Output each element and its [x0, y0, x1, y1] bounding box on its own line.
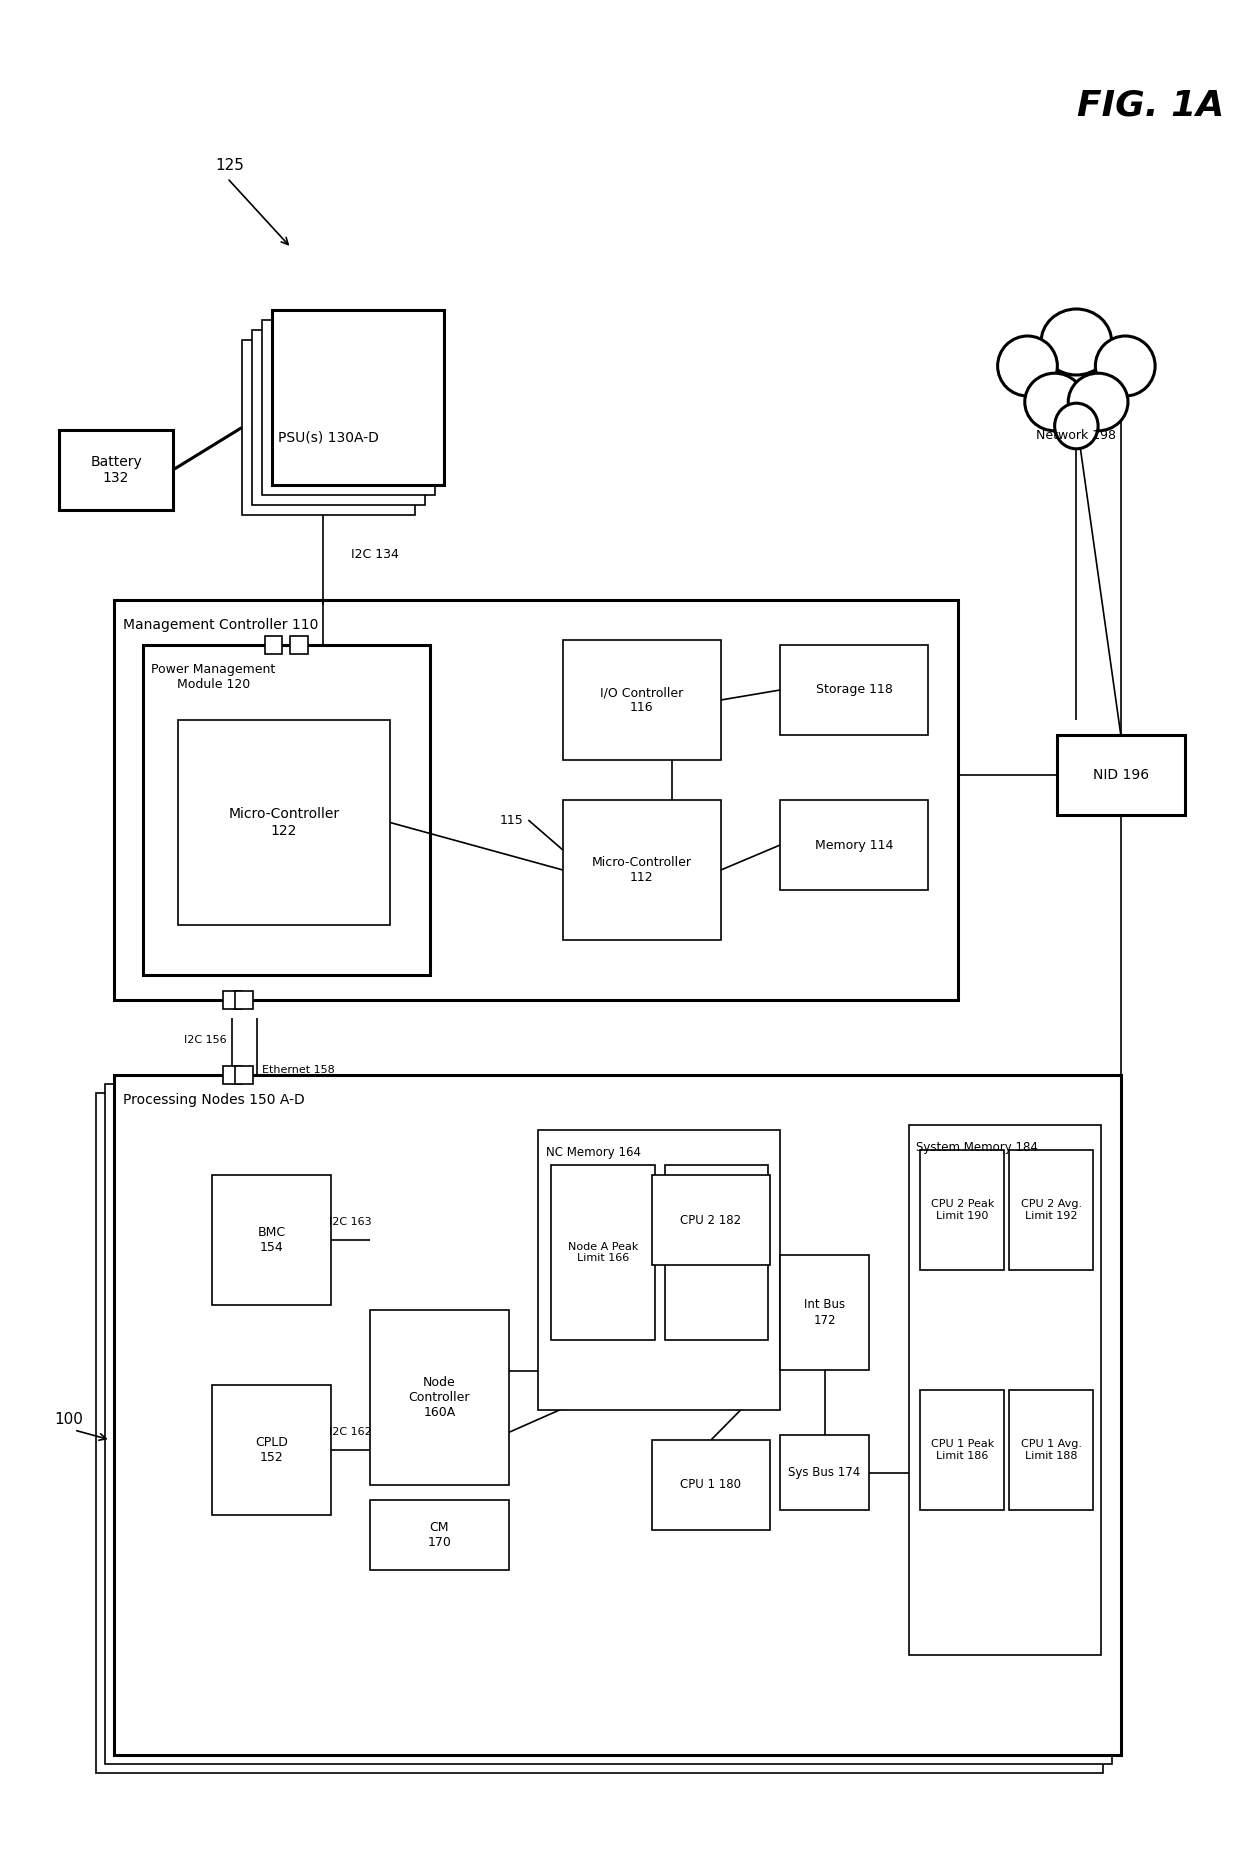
Text: FIG. 1A: FIG. 1A: [1076, 88, 1224, 122]
Bar: [114, 599, 957, 1000]
Bar: [371, 1309, 508, 1485]
Text: BMC
154: BMC 154: [258, 1227, 285, 1255]
Text: Micro-Controller
122: Micro-Controller 122: [228, 807, 340, 837]
Text: Int Bus
172: Int Bus 172: [804, 1298, 846, 1326]
Text: CPU 1 180: CPU 1 180: [681, 1478, 742, 1491]
Text: System Memory 184: System Memory 184: [916, 1141, 1038, 1154]
Bar: [780, 800, 929, 890]
Bar: [290, 637, 308, 654]
Text: Sys Bus 174: Sys Bus 174: [789, 1467, 861, 1480]
Bar: [212, 1384, 331, 1515]
Text: Processing Nodes 150 A-D: Processing Nodes 150 A-D: [124, 1094, 305, 1107]
Bar: [1009, 1390, 1094, 1510]
Bar: [114, 1075, 1121, 1755]
Text: CPU 2 Peak
Limit 190: CPU 2 Peak Limit 190: [931, 1199, 994, 1221]
Bar: [236, 1066, 253, 1084]
Text: Ethernet 158: Ethernet 158: [262, 1066, 335, 1075]
Text: Management Controller 110: Management Controller 110: [124, 618, 319, 631]
Bar: [780, 1435, 869, 1510]
Bar: [920, 1150, 1004, 1270]
Text: Micro-Controller
112: Micro-Controller 112: [591, 856, 692, 884]
Ellipse shape: [1024, 373, 1085, 431]
Bar: [60, 431, 172, 509]
Text: Node
Controller
160A: Node Controller 160A: [409, 1377, 470, 1420]
Text: CPLD
152: CPLD 152: [255, 1437, 288, 1465]
Bar: [909, 1126, 1101, 1656]
Bar: [780, 644, 929, 734]
Bar: [1009, 1150, 1094, 1270]
Bar: [212, 1174, 331, 1305]
Bar: [652, 1174, 770, 1264]
Text: I2C 162: I2C 162: [329, 1427, 372, 1437]
Bar: [780, 1255, 869, 1369]
Bar: [920, 1390, 1004, 1510]
Text: CPU 1 Avg.
Limit 188: CPU 1 Avg. Limit 188: [1021, 1438, 1081, 1461]
Text: I2C 134: I2C 134: [351, 549, 399, 562]
Ellipse shape: [1042, 309, 1112, 375]
Ellipse shape: [1068, 373, 1128, 431]
Ellipse shape: [1055, 403, 1099, 450]
Text: Memory 114: Memory 114: [815, 839, 893, 852]
Bar: [223, 991, 241, 1010]
Bar: [223, 1066, 241, 1084]
Bar: [95, 1094, 1104, 1774]
Bar: [538, 1129, 780, 1410]
Bar: [563, 641, 720, 760]
Bar: [551, 1165, 655, 1339]
Bar: [563, 800, 720, 940]
Bar: [143, 644, 429, 976]
Text: I2C 156: I2C 156: [185, 1036, 227, 1045]
Bar: [665, 1165, 769, 1339]
Text: Storage 118: Storage 118: [816, 684, 893, 697]
Text: 100: 100: [55, 1412, 83, 1427]
Text: I/O Controller
116: I/O Controller 116: [600, 686, 683, 714]
Text: 125: 125: [216, 157, 244, 172]
Bar: [177, 719, 391, 925]
Text: Network 198: Network 198: [1037, 429, 1116, 442]
Text: Power Management
Module 120: Power Management Module 120: [151, 663, 275, 691]
Bar: [264, 637, 283, 654]
Text: Battery
132: Battery 132: [91, 455, 141, 485]
Ellipse shape: [998, 335, 1058, 395]
Text: CPU 2 182: CPU 2 182: [681, 1214, 742, 1227]
Bar: [1056, 734, 1185, 815]
Bar: [236, 991, 253, 1010]
Text: CM
170: CM 170: [428, 1521, 451, 1549]
Text: NC Memory 164: NC Memory 164: [546, 1146, 641, 1159]
Text: PSU(s) 130A-D: PSU(s) 130A-D: [278, 431, 378, 444]
Text: Node A Peak
Limit 166: Node A Peak Limit 166: [568, 1242, 639, 1262]
Bar: [252, 330, 424, 506]
Ellipse shape: [1095, 335, 1156, 395]
Bar: [104, 1084, 1112, 1764]
Bar: [262, 320, 434, 494]
Text: 115: 115: [500, 813, 523, 826]
Bar: [652, 1440, 770, 1530]
Bar: [242, 341, 414, 515]
Bar: [272, 311, 444, 485]
Text: I2C 163: I2C 163: [330, 1217, 372, 1227]
Text: NID 196: NID 196: [1092, 768, 1149, 783]
Text: CPU 1 Peak
Limit 186: CPU 1 Peak Limit 186: [931, 1438, 994, 1461]
Bar: [371, 1500, 508, 1570]
Text: Node A Avg.
Limit 168: Node A Avg. Limit 168: [682, 1242, 750, 1262]
Text: CPU 2 Avg.
Limit 192: CPU 2 Avg. Limit 192: [1021, 1199, 1081, 1221]
